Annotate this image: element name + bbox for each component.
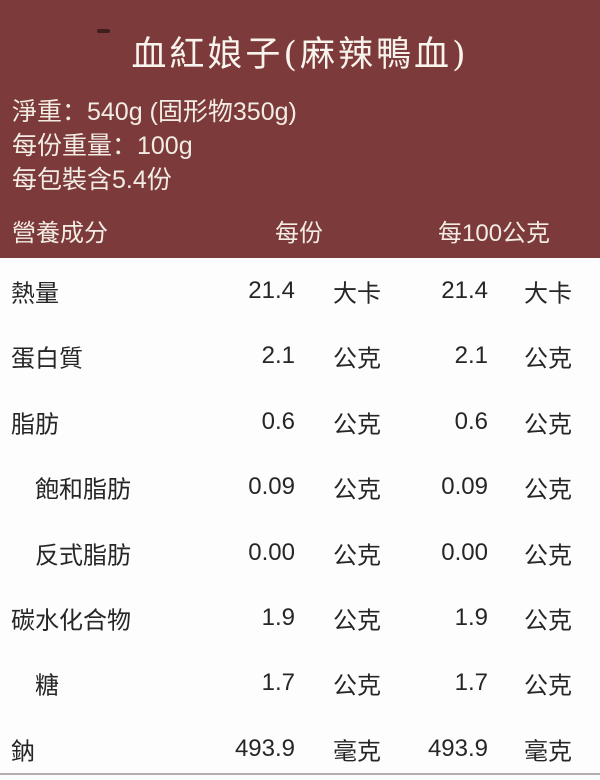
per-serving-value: 0.09 <box>248 472 295 500</box>
per-serving-value: 1.9 <box>261 603 295 631</box>
per-serving-unit: 大卡 <box>333 280 381 307</box>
table-row-saturated-fat: 飽和脂肪 0.09 公克 0.09 公克 <box>0 454 600 519</box>
per-100g-value: 1.7 <box>454 668 488 696</box>
per-100g-unit: 大卡 <box>524 280 572 307</box>
per-100g-value: 493.9 <box>427 734 488 762</box>
nutrient-label: 脂肪 <box>11 411 59 438</box>
table-row-protein: 蛋白質 2.1 公克 2.1 公克 <box>0 323 600 388</box>
per-serving-unit: 公克 <box>333 345 381 372</box>
per-100g-value: 1.9 <box>454 603 488 631</box>
nutrient-label: 反式脂肪 <box>35 542 131 569</box>
serving-weight-line: 每份重量：100g <box>12 132 193 160</box>
per-100g-unit: 公克 <box>524 476 572 503</box>
per-100g-value: 0.00 <box>441 538 488 566</box>
per-serving-unit: 公克 <box>333 607 381 634</box>
per-100g-value: 0.6 <box>454 407 488 435</box>
nutrition-table: 熱量 21.4 大卡 21.4 大卡 蛋白質 2.1 公克 2.1 公克 脂肪 … <box>0 258 600 780</box>
per-serving-value: 0.6 <box>261 407 295 435</box>
per-100g-unit: 公克 <box>524 411 572 438</box>
per-serving-unit: 公克 <box>333 672 381 699</box>
table-row-trans-fat: 反式脂肪 0.00 公克 0.00 公克 <box>0 520 600 585</box>
per-serving-unit: 公克 <box>333 476 381 503</box>
nutrient-label: 鈉 <box>11 738 35 765</box>
per-100g-value: 0.09 <box>441 472 488 500</box>
per-serving-unit: 公克 <box>333 411 381 438</box>
nutrient-label: 碳水化合物 <box>11 607 131 634</box>
net-weight-line: 淨重：540g (固形物350g) <box>12 98 297 126</box>
per-serving-unit: 毫克 <box>333 738 381 765</box>
per-serving-unit: 公克 <box>333 542 381 569</box>
per-serving-value: 1.7 <box>261 668 295 696</box>
column-header-nutrient: 營養成分 <box>12 220 108 247</box>
bottom-strip <box>0 775 600 780</box>
per-100g-value: 2.1 <box>454 341 488 369</box>
nutrient-label: 飽和脂肪 <box>35 476 131 503</box>
table-row-calories: 熱量 21.4 大卡 21.4 大卡 <box>0 258 600 323</box>
bottom-divider <box>0 773 600 775</box>
column-header-per-serving: 每份 <box>275 220 323 247</box>
per-100g-value: 21.4 <box>441 276 488 304</box>
table-column-headers: 營養成分 每份 每100公克 <box>0 213 600 247</box>
per-100g-unit: 毫克 <box>524 738 572 765</box>
table-row-sodium: 鈉 493.9 毫克 493.9 毫克 <box>0 716 600 780</box>
per-serving-value: 21.4 <box>248 276 295 304</box>
per-serving-value: 2.1 <box>261 341 295 369</box>
servings-per-pack-line: 每包裝含5.4份 <box>12 166 172 194</box>
product-title: 血紅娘子(麻辣鴨血) <box>131 35 469 75</box>
per-100g-unit: 公克 <box>524 345 572 372</box>
per-100g-unit: 公克 <box>524 607 572 634</box>
table-row-fat: 脂肪 0.6 公克 0.6 公克 <box>0 389 600 454</box>
nutrient-label: 熱量 <box>11 280 59 307</box>
per-serving-value: 493.9 <box>234 734 295 762</box>
per-100g-unit: 公克 <box>524 542 572 569</box>
product-header: 血紅娘子(麻辣鴨血) 淨重：540g (固形物350g) 每份重量：100g 每… <box>0 0 600 258</box>
table-row-carbohydrate: 碳水化合物 1.9 公克 1.9 公克 <box>0 585 600 650</box>
product-info: 淨重：540g (固形物350g) 每份重量：100g 每包裝含5.4份 <box>12 95 297 197</box>
nutrient-label: 糖 <box>35 672 59 699</box>
dash-icon <box>97 29 110 33</box>
column-header-per-100g: 每100公克 <box>438 220 551 247</box>
table-row-sugar: 糖 1.7 公克 1.7 公克 <box>0 650 600 715</box>
per-serving-value: 0.00 <box>248 538 295 566</box>
nutrient-label: 蛋白質 <box>11 345 83 372</box>
per-100g-unit: 公克 <box>524 672 572 699</box>
